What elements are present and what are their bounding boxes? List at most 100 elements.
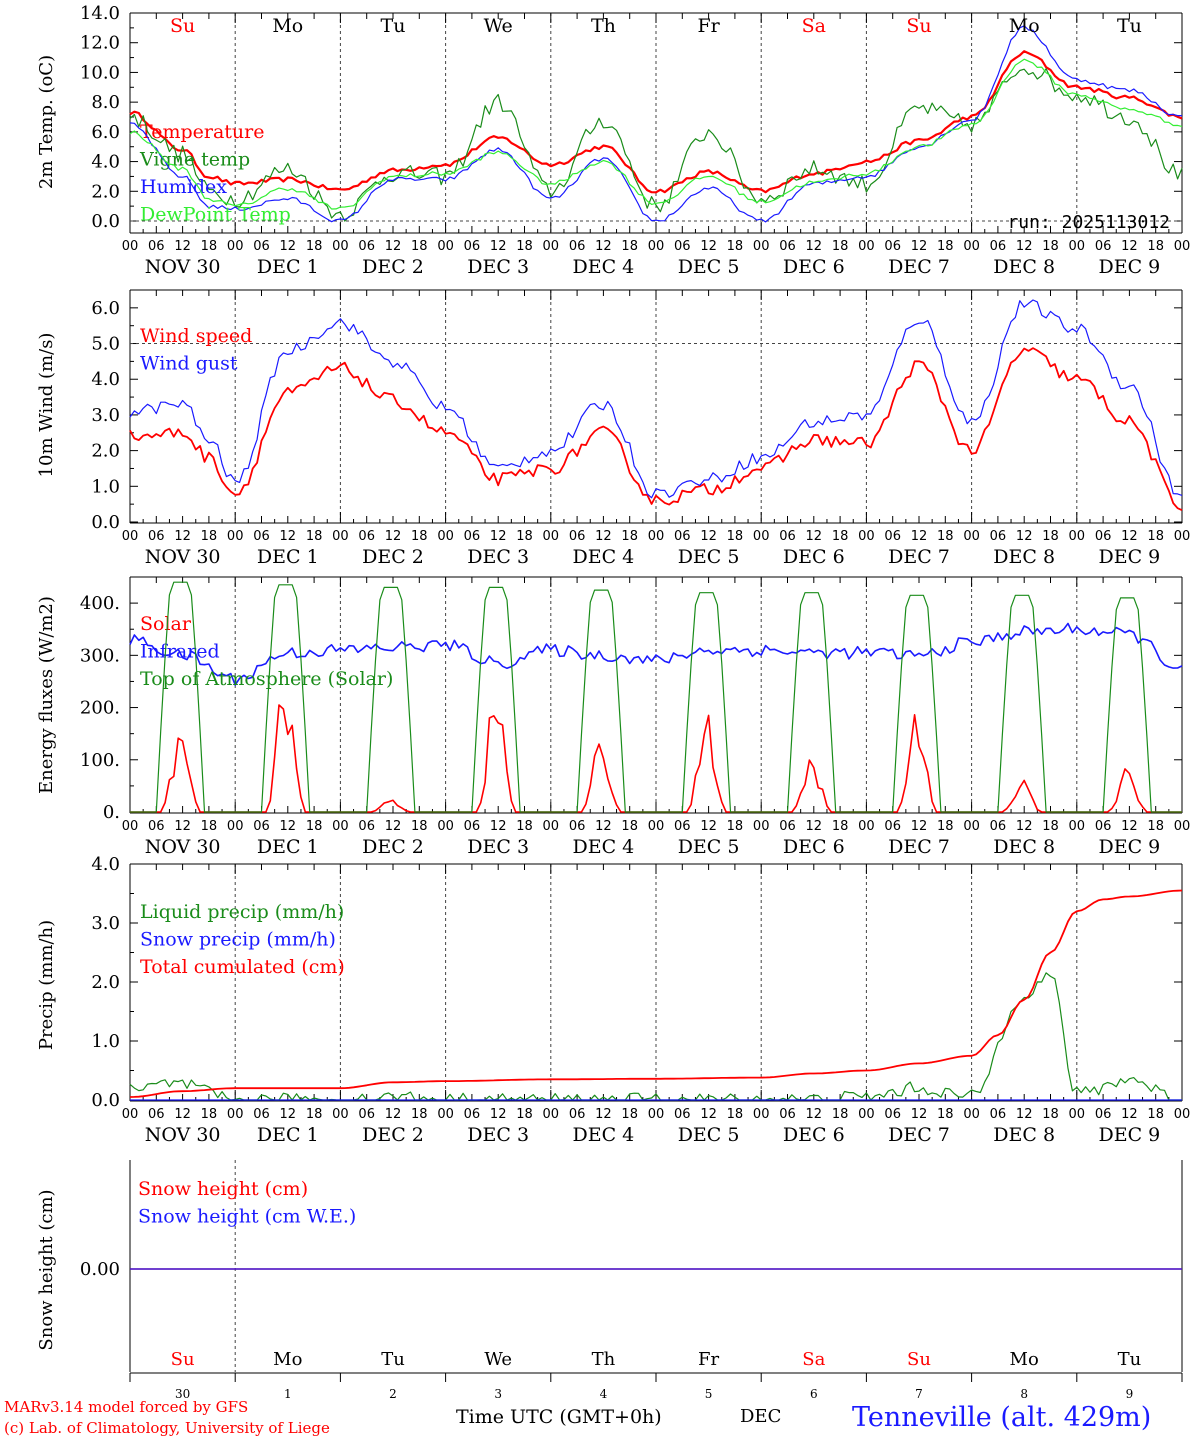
- panel-5: 0.00 Snow height (cm) Snow height (cm) Snow…: [36, 1160, 1183, 1372]
- hour-tick-label: 00: [858, 239, 875, 254]
- hour-tick-label: 12: [280, 1107, 297, 1122]
- hour-tick-label: 06: [464, 239, 481, 254]
- weekday-label-bottom: Mo: [273, 1349, 302, 1370]
- series-line-humidex: [129, 25, 1182, 223]
- legend-entry: Wind speed: [140, 325, 252, 347]
- hour-tick-label: 00: [648, 239, 665, 254]
- weekday-label-top: Th: [591, 15, 616, 37]
- hour-tick-label: 06: [358, 529, 375, 544]
- y-tick-label: 4.0: [91, 369, 120, 390]
- hour-tick-label: 00: [1069, 1107, 1086, 1122]
- hour-tick-label: 00: [437, 1107, 454, 1122]
- hour-tick-label: 06: [464, 819, 481, 834]
- y-tick-label: 2.0: [91, 441, 120, 462]
- hour-tick-label: 12: [280, 239, 297, 254]
- hour-tick-label: 00: [227, 819, 244, 834]
- weekday-label-bottom: We: [484, 1349, 512, 1370]
- hour-tick-label: 18: [1042, 1107, 1059, 1122]
- y-tick-label: 0.0: [91, 211, 120, 232]
- hour-tick-label: 18: [516, 1107, 533, 1122]
- hour-tick-label: 00: [332, 239, 349, 254]
- hour-tick-label: 18: [516, 239, 533, 254]
- hour-tick-label: 00: [1069, 239, 1086, 254]
- legend-entry: Temperature: [140, 121, 264, 143]
- y-axis-label: Energy fluxes (W/m2): [36, 596, 57, 794]
- hour-tick-label: 06: [253, 529, 270, 544]
- hour-tick-label: 12: [1121, 529, 1138, 544]
- hour-tick-label: 00: [122, 819, 139, 834]
- hour-tick-label: 18: [1042, 529, 1059, 544]
- hour-tick-label: 06: [253, 819, 270, 834]
- hour-tick-label: 00: [227, 239, 244, 254]
- y-tick-label: 4.0: [91, 152, 120, 173]
- hour-tick-label: 18: [201, 529, 218, 544]
- hour-tick-label: 18: [621, 529, 638, 544]
- hour-tick-label: 06: [990, 819, 1007, 834]
- hour-tick-label: 00: [332, 1107, 349, 1122]
- date-label: NOV 30: [145, 1124, 221, 1146]
- hour-tick-label: 00: [1174, 239, 1191, 254]
- weekday-label-bottom: Sa: [802, 1349, 825, 1370]
- hour-tick-label: 12: [700, 819, 717, 834]
- hour-tick-label: 00: [332, 529, 349, 544]
- hour-tick-label: 12: [911, 529, 928, 544]
- y-tick-label: 2.0: [91, 181, 120, 202]
- hour-tick-label: 12: [1016, 239, 1033, 254]
- hour-tick-label: 00: [227, 1107, 244, 1122]
- hour-tick-label: 12: [174, 529, 191, 544]
- hour-tick-label: 18: [306, 819, 323, 834]
- hour-tick-label: 06: [253, 239, 270, 254]
- y-tick-label: 0.: [103, 802, 120, 823]
- hour-tick-label: 12: [174, 1107, 191, 1122]
- date-label: NOV 30: [145, 836, 221, 858]
- hour-tick-label: 18: [411, 1107, 428, 1122]
- y-tick-label: 300.: [80, 645, 120, 666]
- date-label: DEC 8: [993, 256, 1055, 278]
- hour-tick-label: 18: [201, 239, 218, 254]
- hour-tick-label: 06: [884, 529, 901, 544]
- hour-tick-label: 06: [990, 239, 1007, 254]
- legend-entry: DewPoint Temp: [140, 204, 291, 226]
- date-label: NOV 30: [145, 546, 221, 568]
- hour-tick-label: 06: [779, 1107, 796, 1122]
- hour-tick-label: 12: [595, 529, 612, 544]
- date-label: DEC 1: [257, 836, 319, 858]
- day-number-label: 4: [600, 1387, 608, 1401]
- hour-tick-label: 06: [569, 1107, 586, 1122]
- hour-tick-label: 00: [858, 529, 875, 544]
- y-axis-label: Precip (mm/h): [36, 920, 57, 1050]
- hour-tick-label: 12: [385, 819, 402, 834]
- hour-tick-label: 00: [227, 529, 244, 544]
- hour-tick-label: 06: [674, 819, 691, 834]
- series-line-wind-gust: [129, 299, 1183, 499]
- hour-tick-label: 00: [1174, 1107, 1191, 1122]
- hour-tick-label: 12: [1016, 1107, 1033, 1122]
- y-tick-label: 1.0: [91, 476, 120, 497]
- hour-tick-label: 12: [806, 819, 823, 834]
- hour-tick-label: 06: [990, 529, 1007, 544]
- weekday-label-bottom: Tu: [1118, 1349, 1142, 1370]
- hour-tick-label: 18: [727, 529, 744, 544]
- hour-tick-label: 06: [253, 1107, 270, 1122]
- legend-entry: Total cumulated (cm): [140, 956, 345, 978]
- date-label: DEC 8: [993, 546, 1055, 568]
- y-tick-label: 200.: [80, 698, 120, 719]
- hour-tick-label: 06: [779, 239, 796, 254]
- hour-tick-label: 18: [1147, 239, 1164, 254]
- hour-tick-label: 12: [911, 239, 928, 254]
- hour-tick-label: 12: [1121, 819, 1138, 834]
- y-tick-label: 6.0: [91, 122, 120, 143]
- hour-tick-label: 06: [148, 819, 165, 834]
- hour-tick-label: 18: [937, 819, 954, 834]
- hour-tick-label: 12: [174, 239, 191, 254]
- hour-tick-label: 18: [411, 819, 428, 834]
- hour-tick-label: 00: [122, 1107, 139, 1122]
- hour-tick-label: 12: [911, 1107, 928, 1122]
- hour-tick-label: 12: [806, 529, 823, 544]
- date-label: DEC 6: [783, 256, 845, 278]
- hour-tick-label: 12: [806, 1107, 823, 1122]
- weekday-label-top: Su: [170, 15, 195, 37]
- date-label: DEC 9: [1099, 546, 1161, 568]
- series-line-infrared: [129, 622, 1183, 686]
